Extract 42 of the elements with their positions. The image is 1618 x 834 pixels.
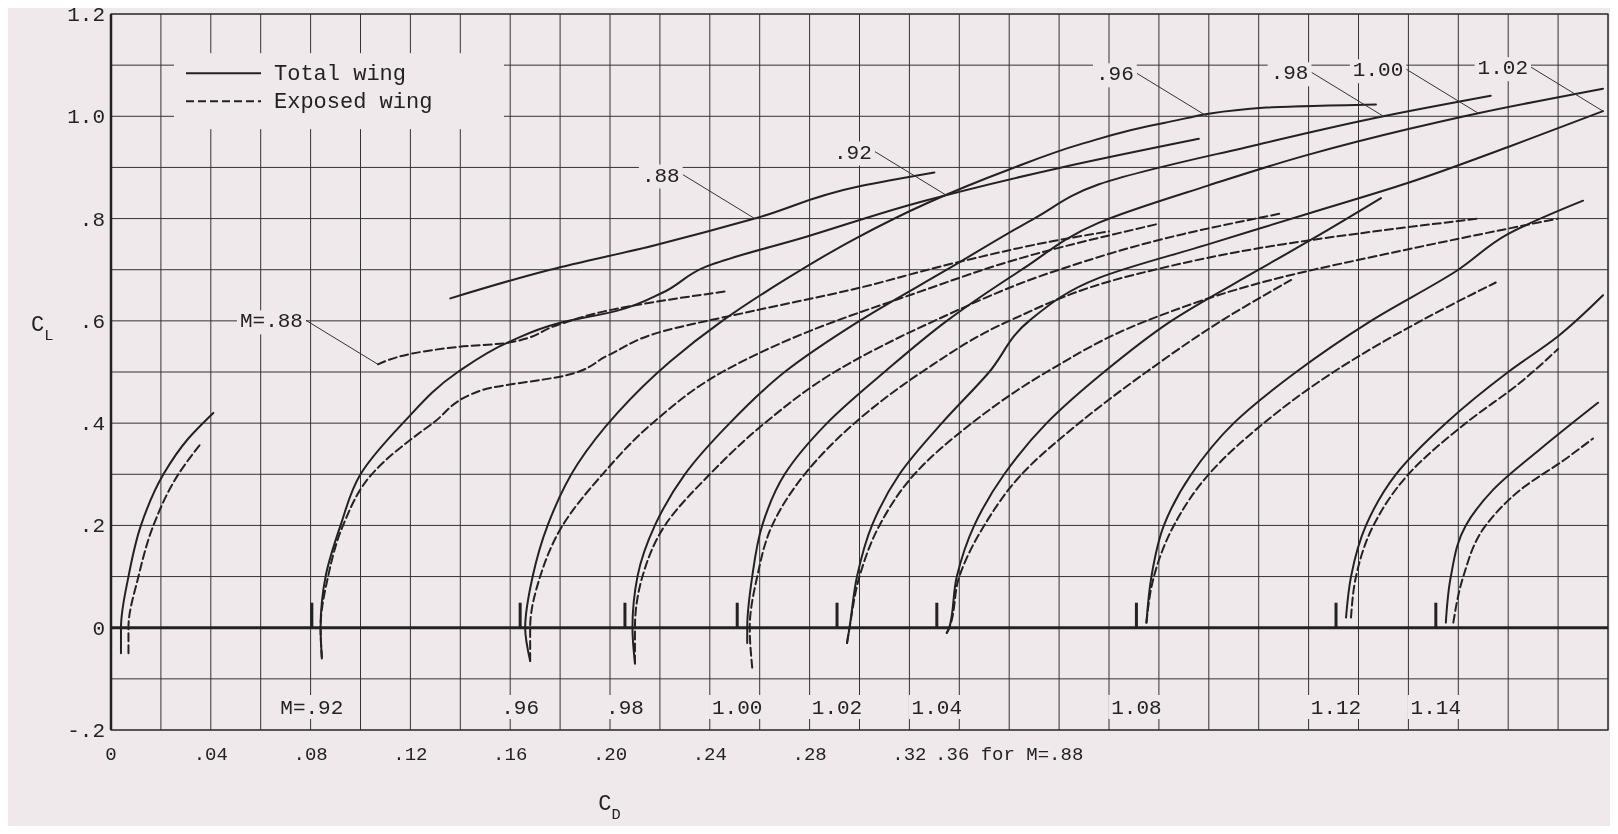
x-tick-label: .08 xyxy=(293,744,328,766)
annotation: .92 xyxy=(834,141,872,165)
y-tick-label: .6 xyxy=(79,310,105,334)
annotation: M=.92 xyxy=(280,697,344,720)
annotation: 1.00 xyxy=(712,697,763,720)
x-tick-label: .16 xyxy=(493,744,528,766)
x-tick-label: .36 for M=.88 xyxy=(935,744,1084,766)
annotation: M=.88 xyxy=(239,310,303,334)
line-series xyxy=(1345,294,1605,619)
x-tick-label: .04 xyxy=(193,744,228,766)
line-series xyxy=(1452,437,1595,624)
annotation: .88 xyxy=(641,164,680,188)
annotation: 1.12 xyxy=(1310,697,1362,720)
line-series xyxy=(1350,347,1560,619)
annotation: 1.08 xyxy=(1111,697,1162,720)
x-tick-label: .28 xyxy=(792,744,827,766)
x-tick-label: .20 xyxy=(592,744,628,766)
y-tick-label: -.2 xyxy=(67,720,105,743)
annotation: .96 xyxy=(501,697,540,720)
y-tick-label: 0 xyxy=(92,617,105,641)
annotation: 1.02 xyxy=(1477,57,1529,81)
annotation: 1.14 xyxy=(1410,697,1462,720)
y-tick-label: .2 xyxy=(79,515,105,539)
y-tick-label: .8 xyxy=(79,208,105,232)
line-series xyxy=(376,290,729,366)
x-tick-label: .24 xyxy=(692,744,727,766)
legend-label: Total wing xyxy=(274,62,407,88)
line-series xyxy=(449,171,936,300)
x-tick-label: .12 xyxy=(393,744,428,766)
annotation: 1.04 xyxy=(911,697,963,720)
annotation: 1.02 xyxy=(811,697,863,720)
x-tick-label: .32 xyxy=(892,744,927,766)
y-tick-label: .4 xyxy=(79,413,105,437)
x-axis-title: C$_{D}$ xyxy=(598,792,621,824)
annotation: 1.00 xyxy=(1352,59,1404,83)
annotation: .96 xyxy=(1095,63,1134,87)
y-tick-label: 1.0 xyxy=(67,106,105,130)
y-axis-title: C$_{L}$ xyxy=(31,313,54,346)
line-series xyxy=(1444,401,1600,624)
annotation: .98 xyxy=(606,697,644,720)
legend-label: Exposed wing xyxy=(274,90,433,116)
annotation: .98 xyxy=(1270,62,1309,86)
